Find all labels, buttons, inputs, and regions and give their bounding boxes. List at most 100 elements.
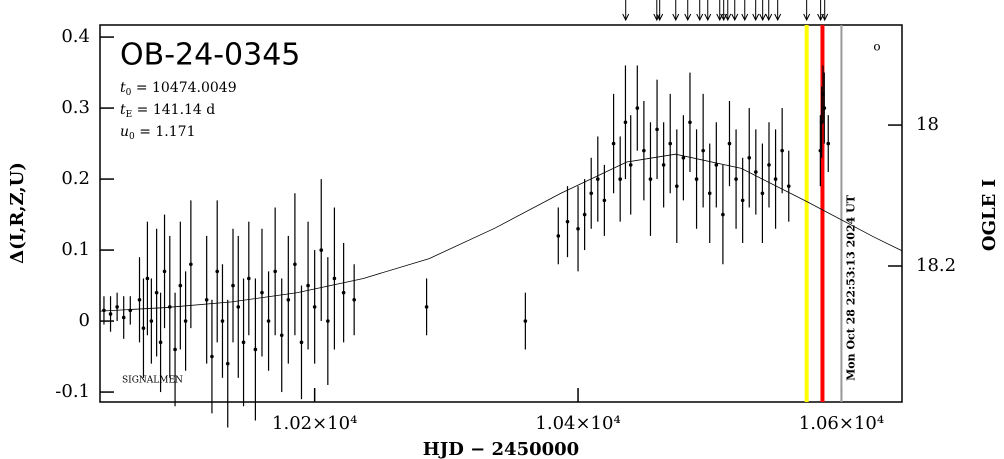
- data-point: [661, 163, 666, 167]
- data-point: [780, 148, 784, 153]
- y-tick-label: 0.2: [61, 168, 90, 189]
- y-tick-label: -0.1: [55, 381, 90, 402]
- data-point: [183, 319, 188, 323]
- model-curve: [99, 153, 903, 312]
- data-point: [747, 155, 752, 160]
- data-point: [210, 354, 214, 359]
- data-point: [668, 141, 673, 146]
- y-tick-label: 0.4: [61, 26, 90, 47]
- data-point: [121, 315, 126, 320]
- data-point: [189, 262, 193, 267]
- data-point: [576, 226, 580, 231]
- observation-arrow: [622, 0, 630, 22]
- date-label: Mon Oct 28 22:53:13 2024 UT: [844, 194, 857, 381]
- data-point: [326, 319, 330, 323]
- data-point: [141, 326, 146, 330]
- data-point: [565, 219, 570, 224]
- data-point: [178, 283, 183, 288]
- y-axis-label: Δ(I,R,Z,U): [7, 162, 28, 264]
- data-point: [655, 127, 659, 132]
- data-point: [279, 333, 284, 338]
- data-point: [714, 163, 719, 167]
- fit-parameter: u0 = 1.171: [120, 124, 195, 142]
- data-point: [241, 340, 246, 345]
- data-point: [299, 340, 304, 345]
- observation-arrow: [656, 0, 664, 22]
- observation-arrow: [672, 0, 680, 22]
- data-point: [642, 148, 646, 153]
- y2-tick-label: 18.2: [916, 255, 956, 276]
- data-point: [215, 269, 220, 274]
- small-circle: o: [873, 40, 880, 54]
- data-point: [523, 319, 528, 323]
- data-point: [231, 283, 235, 288]
- x-axis-label: HJD − 2450000: [423, 439, 579, 459]
- data-point: [595, 177, 600, 181]
- data-point: [773, 177, 778, 181]
- data-point: [319, 248, 324, 252]
- observation-arrow: [759, 0, 767, 22]
- x-tick-label: 1.06×10⁴: [799, 413, 884, 434]
- observation-arrow: [684, 0, 692, 22]
- observation-arrow: [704, 0, 712, 22]
- plot-frame: [99, 24, 903, 403]
- data-point: [826, 141, 831, 146]
- data-point: [727, 141, 732, 146]
- corner-text: SIGNALMEN: [122, 376, 183, 386]
- data-point: [293, 262, 297, 267]
- observation-arrow: [765, 0, 773, 22]
- data-point: [236, 305, 241, 309]
- data-point: [681, 155, 686, 160]
- data-point: [332, 276, 337, 281]
- data-point: [173, 347, 177, 352]
- data-point: [145, 276, 150, 281]
- data-point: [602, 198, 607, 203]
- data-point: [760, 191, 765, 196]
- data-point: [352, 297, 356, 302]
- data-point: [611, 141, 616, 146]
- data-point: [635, 106, 640, 110]
- data-point: [694, 177, 699, 181]
- y-tick-label: 0.1: [61, 239, 90, 260]
- param-symbol: t: [120, 102, 126, 118]
- data-point: [137, 297, 142, 302]
- y2-axis-label: OGLE I: [979, 179, 1000, 251]
- data-point: [341, 290, 346, 295]
- data-point: [149, 319, 154, 323]
- fit-parameter: t0 = 10474.0049: [120, 80, 237, 98]
- y-tick-label: 0.3: [61, 97, 90, 118]
- data-point: [306, 283, 310, 288]
- data-point: [589, 191, 594, 196]
- chart-title: OB-24-0345: [120, 38, 300, 73]
- y2-tick-label: 18: [916, 114, 939, 135]
- data-point: [628, 163, 633, 167]
- data-point: [312, 305, 317, 309]
- data-point: [734, 177, 738, 181]
- observation-arrow: [653, 0, 661, 22]
- param-value: = 141.14 d: [132, 102, 215, 118]
- x-tick-label: 1.02×10⁴: [272, 413, 357, 434]
- data-point: [260, 290, 264, 295]
- x-tick-label: 1.04×10⁴: [535, 413, 620, 434]
- data-point: [707, 191, 712, 196]
- data-point: [822, 106, 827, 110]
- data-point: [767, 163, 771, 167]
- data-point: [582, 212, 587, 217]
- observation-arrow: [821, 0, 829, 22]
- data-point: [247, 276, 251, 281]
- param-symbol: u: [120, 124, 129, 140]
- param-value: = 10474.0049: [131, 80, 236, 96]
- data-point: [286, 297, 291, 302]
- data-point: [220, 319, 225, 323]
- data-point: [253, 347, 258, 352]
- data-point: [154, 290, 159, 295]
- data-point: [740, 198, 745, 203]
- param-subscript: 0: [129, 132, 135, 142]
- observation-arrow: [803, 0, 811, 22]
- param-symbol: t: [120, 80, 126, 96]
- data-point: [701, 148, 705, 153]
- observation-arrow: [752, 0, 760, 22]
- data-point: [556, 234, 561, 238]
- data-point: [754, 170, 758, 174]
- data-point: [648, 177, 653, 181]
